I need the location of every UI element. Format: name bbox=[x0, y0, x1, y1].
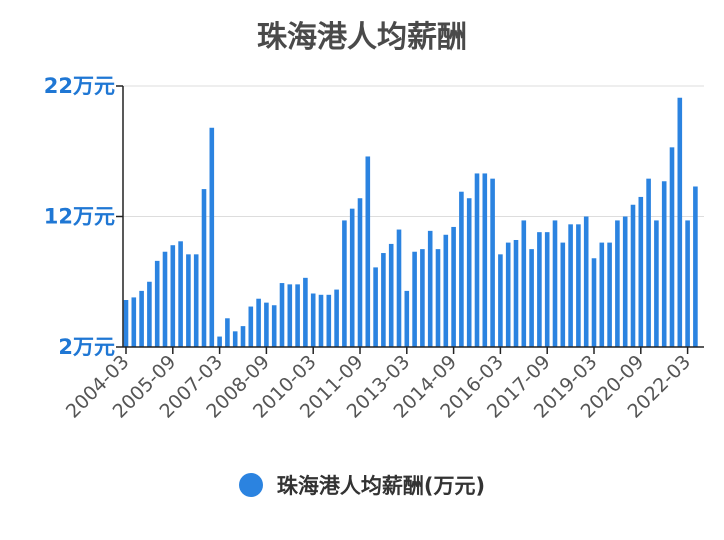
x-tick-labels: 2004-032005-092007-032008-092010-032011-… bbox=[62, 351, 695, 423]
bar bbox=[154, 260, 160, 347]
bar bbox=[396, 229, 402, 347]
bar bbox=[583, 216, 589, 347]
bar bbox=[217, 336, 222, 347]
bar bbox=[318, 294, 324, 347]
bar bbox=[388, 243, 394, 347]
bar bbox=[256, 298, 261, 347]
bar bbox=[630, 204, 636, 347]
bar bbox=[271, 305, 277, 347]
bar bbox=[451, 226, 456, 347]
bar bbox=[677, 97, 683, 348]
bar bbox=[232, 331, 238, 347]
bar bbox=[552, 220, 558, 347]
bar bbox=[373, 267, 378, 347]
bar bbox=[131, 297, 137, 347]
bar bbox=[661, 181, 667, 347]
chart-title: 珠海港人均薪酬 bbox=[257, 20, 467, 55]
bar bbox=[443, 234, 449, 347]
bar bbox=[123, 300, 129, 347]
bars bbox=[123, 97, 698, 348]
legend-marker bbox=[238, 473, 263, 497]
bar bbox=[599, 242, 605, 347]
bar bbox=[193, 254, 199, 347]
bar bbox=[638, 196, 644, 347]
bar bbox=[162, 251, 168, 347]
bar bbox=[264, 302, 269, 347]
y-tick-label: 2万元 bbox=[58, 335, 115, 359]
bar bbox=[568, 224, 573, 347]
bar bbox=[435, 249, 441, 348]
bar bbox=[139, 290, 144, 347]
bar bbox=[295, 284, 300, 347]
bar bbox=[544, 232, 550, 347]
bar bbox=[248, 306, 254, 347]
bar bbox=[622, 216, 628, 347]
bar bbox=[186, 254, 191, 347]
bar bbox=[420, 249, 425, 348]
bar bbox=[326, 294, 332, 347]
axes bbox=[122, 86, 704, 354]
bar bbox=[607, 242, 612, 347]
bar bbox=[342, 220, 347, 347]
bar bbox=[560, 242, 566, 347]
bar bbox=[529, 249, 534, 348]
bar bbox=[349, 208, 355, 347]
bar bbox=[404, 290, 410, 347]
bar bbox=[685, 220, 690, 347]
y-tick-label: 12万元 bbox=[44, 205, 115, 229]
bar bbox=[334, 289, 339, 347]
bar bbox=[209, 127, 215, 347]
bar bbox=[498, 254, 503, 347]
bar bbox=[537, 232, 542, 347]
bar bbox=[615, 220, 620, 347]
bar bbox=[693, 186, 698, 347]
bar bbox=[178, 241, 183, 347]
bar bbox=[412, 251, 417, 347]
bar bbox=[427, 230, 433, 347]
bar bbox=[459, 191, 464, 347]
bar bbox=[591, 258, 597, 347]
bar bbox=[365, 156, 371, 347]
bar bbox=[654, 220, 659, 347]
bar bbox=[482, 173, 488, 347]
bar bbox=[576, 224, 581, 347]
bar bbox=[513, 239, 519, 347]
bar bbox=[521, 220, 527, 347]
bar bbox=[201, 189, 207, 347]
bar bbox=[490, 178, 495, 347]
bar bbox=[474, 173, 480, 347]
bar bbox=[505, 242, 511, 347]
bar bbox=[225, 318, 230, 347]
bar bbox=[357, 198, 363, 347]
legend-label: 珠海港人均薪酬(万元) bbox=[276, 474, 486, 498]
bar bbox=[466, 198, 472, 347]
bar bbox=[381, 253, 386, 347]
bar bbox=[147, 281, 152, 347]
y-tick-label: 22万元 bbox=[44, 74, 115, 98]
bar bbox=[240, 326, 246, 347]
bar bbox=[170, 245, 176, 347]
bar bbox=[287, 284, 293, 347]
bar bbox=[646, 178, 651, 347]
y-tick-labels: 2万元 12万元 22万元 bbox=[44, 74, 115, 359]
bar bbox=[303, 277, 308, 347]
legend[interactable]: 珠海港人均薪酬(万元) bbox=[0, 470, 724, 500]
bar bbox=[310, 293, 316, 347]
bar bbox=[669, 147, 675, 347]
bar bbox=[279, 283, 285, 347]
